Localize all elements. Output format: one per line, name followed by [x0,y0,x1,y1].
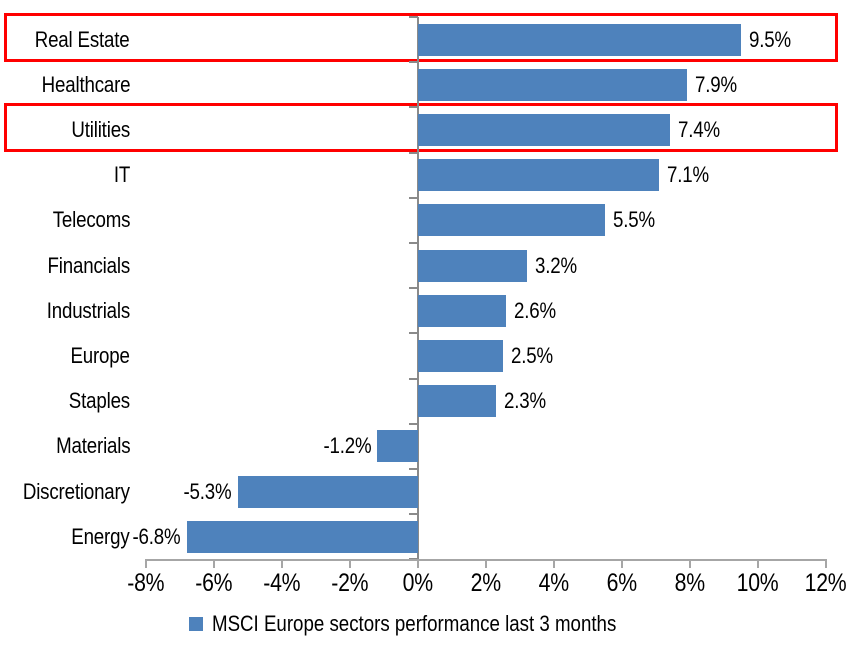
category-axis-tick [409,468,418,470]
category-axis-tick [409,242,418,244]
legend-label: MSCI Europe sectors performance last 3 m… [211,611,616,636]
value-axis-tick [417,559,419,569]
value-label-healthcare: 7.9% [694,71,737,97]
category-axis-tick [409,287,418,290]
highlight-box-utilities [4,102,838,152]
category-axis-tick [409,16,418,18]
bar-financials [418,249,527,282]
category-label-discretionary: Discretionary [23,478,130,504]
bar-discretionary [237,475,418,508]
value-axis-tick [825,559,827,569]
value-label-real-estate: 9.5% [749,26,791,52]
category-label-europe: Europe [70,343,130,368]
category-label-materials: Materials [55,433,131,459]
category-label-financials: Financials [47,252,131,278]
category-label-telecoms: Telecoms [52,207,130,233]
bar-telecoms [418,204,605,237]
value-label-utilities: 7.4% [677,117,720,142]
value-axis-tick-label: 2% [470,569,502,598]
value-axis-tick [213,559,215,569]
value-axis-tick [281,559,283,569]
bar-materials [377,430,418,463]
category-axis-tick [409,61,418,64]
value-label-financials: 3.2% [534,252,577,278]
category-label-real-estate: Real Estate [35,26,130,52]
legend: MSCI Europe sectors performance last 3 m… [0,611,852,637]
bar-healthcare [418,68,687,101]
category-label-utilities: Utilities [71,117,130,142]
category-axis-tick [409,196,418,199]
category-label-energy: Energy [71,523,130,549]
category-label-industrials: Industrials [46,297,131,323]
value-axis-tick [553,559,555,569]
category-axis-tick [409,513,418,516]
value-axis-tick-label: -2% [331,569,369,598]
bar-utilities [418,114,670,146]
category-axis-tick [409,332,418,335]
bar-europe [418,340,503,372]
category-label-it: IT [113,162,130,188]
value-axis-tick-label: 6% [606,569,638,598]
value-label-discretionary: -5.3% [183,478,232,504]
value-axis-tick-label: 0% [402,569,434,598]
value-axis-tick [349,559,351,569]
value-axis-tick-label: -8% [127,569,165,598]
value-axis-tick [757,559,759,569]
value-axis-tick-label: 12% [805,569,847,598]
value-axis-tick-label: 8% [674,569,706,598]
value-axis-tick-label: 4% [538,569,570,598]
category-axis-tick [409,151,418,154]
legend-swatch-icon [188,617,203,631]
value-axis-tick-label: -4% [263,569,301,598]
bar-real-estate [418,23,741,56]
value-label-telecoms: 5.5% [613,207,655,233]
value-label-materials: -1.2% [323,433,372,459]
category-axis-tick [409,106,418,109]
value-axis-tick [485,559,487,569]
value-axis-tick-label: -6% [195,569,233,598]
value-axis-tick [689,559,691,569]
value-label-staples: 2.3% [504,388,547,414]
value-label-europe: 2.5% [511,343,553,368]
value-label-industrials: 2.6% [514,297,557,323]
category-axis-tick [409,422,418,425]
bar-staples [418,385,497,418]
value-axis-tick [621,559,623,569]
category-axis-line [417,17,419,560]
value-axis-tick-label: 10% [737,569,779,598]
value-label-energy: -6.8% [132,523,181,549]
highlight-box-real-estate [4,12,838,62]
bar-industrials [418,294,507,327]
bar-it [418,159,660,192]
category-label-staples: Staples [68,388,130,414]
category-label-healthcare: Healthcare [41,71,130,97]
bar-energy [186,520,418,553]
category-axis-tick [409,377,418,380]
value-label-it: 7.1% [667,162,710,188]
value-axis-tick [145,559,147,569]
